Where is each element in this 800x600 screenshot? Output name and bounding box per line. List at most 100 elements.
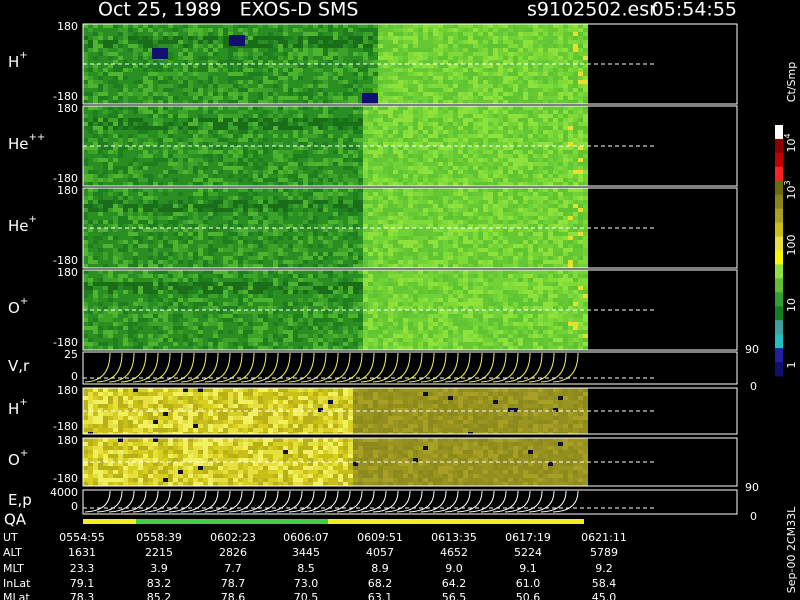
spectrogram-cell xyxy=(538,138,543,142)
spectrogram-cell xyxy=(453,48,458,52)
spectrogram-cell xyxy=(388,88,393,92)
spectrogram-cell xyxy=(198,64,203,68)
spectrogram-cell xyxy=(473,130,478,134)
spectrogram-cell xyxy=(348,110,353,114)
spectrogram-cell xyxy=(333,44,338,48)
spectrogram-cell xyxy=(313,110,318,114)
spectrogram-cell xyxy=(583,170,588,174)
spectrogram-cell xyxy=(533,122,538,126)
spectrogram-cell xyxy=(388,188,393,192)
spectrogram-cell xyxy=(403,52,408,56)
spectrogram-cell xyxy=(453,216,458,220)
spectrogram-cell xyxy=(138,146,143,150)
spectrogram-cell xyxy=(463,188,468,192)
spectrogram-cell xyxy=(388,208,393,212)
spectrogram-cell xyxy=(228,100,233,104)
spectrogram-cell xyxy=(333,162,338,166)
spectrogram-cell xyxy=(193,204,198,208)
spectrogram-cell xyxy=(308,138,313,142)
spectrogram-cell xyxy=(418,40,423,44)
spectrogram-cell xyxy=(193,192,198,196)
spectrogram-cell xyxy=(413,44,418,48)
spectrogram-cell xyxy=(553,220,558,224)
spectrogram-cell xyxy=(413,220,418,224)
spectrogram-cell xyxy=(158,224,163,228)
spectrogram-cell xyxy=(383,118,388,122)
spectrogram-cell xyxy=(493,28,498,32)
spectrogram-cell xyxy=(528,200,533,204)
spectrogram-cell xyxy=(203,188,208,192)
spectrogram-cell xyxy=(163,134,168,138)
spectrogram-cell xyxy=(263,52,268,56)
spectrogram-cell xyxy=(118,126,123,130)
spectrogram-cell xyxy=(253,134,258,138)
spectrogram-cell xyxy=(238,126,243,130)
spectrogram-cell xyxy=(208,68,213,72)
spectrogram-cell xyxy=(253,182,258,186)
spectrogram-cell xyxy=(348,142,353,146)
spectrogram-cell xyxy=(433,166,438,170)
spectrogram-cell xyxy=(198,224,203,228)
spectrogram-cell xyxy=(283,204,288,208)
spectrogram-cell xyxy=(263,138,268,142)
spectrogram-cell xyxy=(398,56,403,60)
spectrogram-cell xyxy=(98,196,103,200)
spectrogram-cell xyxy=(558,106,563,110)
spectrogram-cell xyxy=(538,24,543,28)
spectrogram-cell xyxy=(353,36,358,40)
spectrogram-cell xyxy=(163,158,168,162)
spectrogram-cell xyxy=(398,142,403,146)
spectrogram-cell xyxy=(468,130,473,134)
spectrogram-cell xyxy=(448,122,453,126)
spectrogram-cell xyxy=(118,48,123,52)
spectrogram-cell xyxy=(378,166,383,170)
spectrogram-cell xyxy=(378,204,383,208)
spectrogram-cell xyxy=(448,110,453,114)
spectrogram-cell xyxy=(168,150,173,154)
spectrogram-cell xyxy=(448,138,453,142)
spectrogram-cell xyxy=(113,142,118,146)
spectrogram-cell xyxy=(298,220,303,224)
spectrogram-cell xyxy=(248,224,253,228)
spectrogram-cell xyxy=(388,216,393,220)
spectrogram-cell xyxy=(303,166,308,170)
spectrogram-cell xyxy=(488,212,493,216)
spectrogram-cell xyxy=(438,188,443,192)
spectrogram-cell xyxy=(453,72,458,76)
spectrogram-cell xyxy=(318,208,323,212)
spectrogram-cell xyxy=(208,72,213,76)
spectrogram-cell xyxy=(118,32,123,36)
spectrogram-cell xyxy=(368,76,373,80)
spectrogram-cell xyxy=(508,170,513,174)
spectrogram-cell xyxy=(493,72,498,76)
spectrogram-cell xyxy=(433,84,438,88)
spectrogram-cell xyxy=(473,96,478,100)
spectrogram-cell xyxy=(418,200,423,204)
spectrogram-cell xyxy=(188,80,193,84)
spectrogram-cell xyxy=(458,72,463,76)
spectrogram-cell xyxy=(153,166,158,170)
spectrogram-cell xyxy=(368,80,373,84)
spectrogram-cell xyxy=(218,48,223,52)
spectrogram-cell xyxy=(473,76,478,80)
spectrogram-cell xyxy=(573,48,578,52)
spectrogram-cell xyxy=(83,138,88,142)
spectrogram-cell xyxy=(108,60,113,64)
spectrogram-cell xyxy=(443,188,448,192)
spectrogram-cell xyxy=(528,122,533,126)
spectrogram-cell xyxy=(378,182,383,186)
spectrogram-cell xyxy=(148,196,153,200)
spectrogram-cell xyxy=(448,154,453,158)
spectrogram-cell xyxy=(263,196,268,200)
spectrogram-cell xyxy=(108,182,113,186)
spectrogram-cell xyxy=(353,60,358,64)
spectrogram-cell xyxy=(328,220,333,224)
spectrogram-cell xyxy=(373,216,378,220)
spectrogram-cell xyxy=(223,28,228,32)
spectrogram-cell xyxy=(188,110,193,114)
spectrogram-cell xyxy=(543,24,548,28)
spectrogram-cell xyxy=(488,146,493,150)
spectrogram-cell xyxy=(508,92,513,96)
spectrogram-cell xyxy=(568,216,573,220)
spectrogram-cell xyxy=(353,88,358,92)
